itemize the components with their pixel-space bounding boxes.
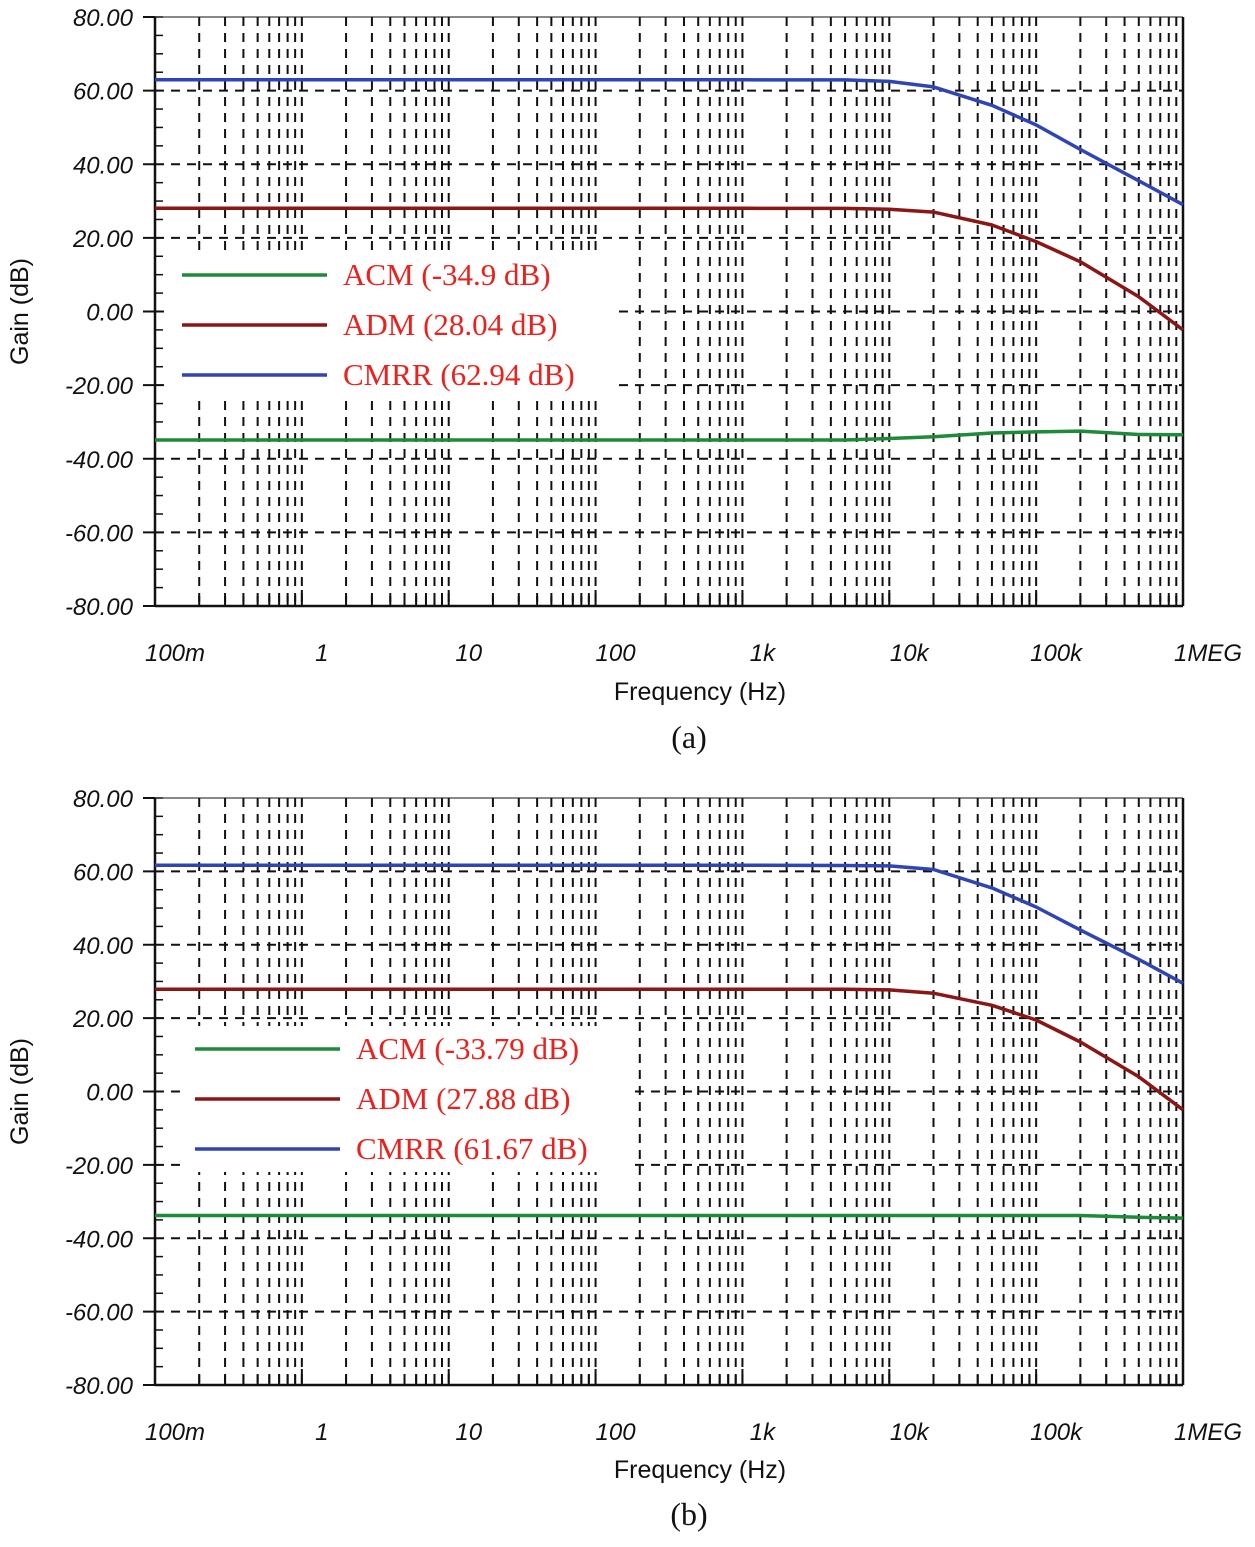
x-tick-label: 1MEG (1174, 1419, 1242, 1446)
legend-label: ADM (27.88 dB) (356, 1081, 570, 1116)
y-axis-label: Gain (dB) (6, 1038, 34, 1145)
x-tick-label: 1 (315, 640, 328, 667)
series-line-adm (155, 987, 1185, 1112)
x-tick-label: 10 (455, 1419, 482, 1446)
y-tick-label: -40.00 (65, 1226, 134, 1253)
legend-label: CMRR (62.94 dB) (343, 357, 575, 392)
y-tick-label: 60.00 (73, 859, 134, 886)
y-tick-label: 40.00 (73, 152, 134, 179)
x-tick-label: 10 (455, 640, 482, 667)
figure-caption: (a) (671, 719, 707, 755)
x-tick-label: 100 (596, 640, 637, 667)
x-tick-label: 100k (1030, 640, 1084, 667)
y-tick-label: -80.00 (65, 594, 134, 621)
chart-b: 80.00 60.00 40.00 20.00 0.00 -20.00 -40.00 -60.… (6, 786, 1242, 1532)
series-line-adm (155, 206, 1185, 332)
y-tick-label: 20.00 (72, 226, 134, 253)
x-tick-label: 10k (890, 1419, 931, 1446)
legend-label: ADM (28.04 dB) (343, 307, 557, 342)
y-tick-label: 80.00 (73, 5, 134, 32)
series-line-cmrr (155, 863, 1184, 985)
series-line-cmrr (155, 78, 1184, 207)
series-line-acm (155, 1213, 1184, 1220)
x-tick-label: 1 (315, 1419, 328, 1446)
x-tick-label: 1k (750, 640, 777, 667)
y-tick-label: -60.00 (65, 520, 134, 547)
y-tick-label: 80.00 (73, 786, 134, 813)
y-tick-label: -40.00 (65, 447, 134, 474)
y-tick-label: -80.00 (65, 1373, 134, 1400)
y-tick-label: 20.00 (72, 1006, 134, 1033)
x-tick-label: 1k (750, 1419, 777, 1446)
legend-label: ACM (-33.79 dB) (356, 1031, 579, 1066)
x-tick-label: 100m (145, 1419, 205, 1446)
y-tick-label: -20.00 (65, 1153, 134, 1180)
x-axis-label: Frequency (Hz) (614, 678, 786, 706)
x-axis-label: Frequency (Hz) (614, 1456, 786, 1484)
legend-label: ACM (-34.9 dB) (343, 257, 551, 292)
y-tick-label: -20.00 (65, 373, 134, 400)
y-tick-label: 60.00 (73, 79, 134, 106)
x-tick-label: 100m (145, 640, 205, 667)
legend-label: CMRR (61.67 dB) (356, 1131, 588, 1166)
y-axis-label: Gain (dB) (6, 258, 34, 365)
y-tick-label: 40.00 (73, 933, 134, 960)
figure-caption: (b) (670, 1496, 707, 1532)
x-tick-label: 100k (1030, 1419, 1084, 1446)
x-tick-label: 100 (596, 1419, 637, 1446)
series-line-acm (155, 429, 1184, 442)
y-tick-label: 0.00 (86, 300, 133, 327)
chart-a: 80.00 60.00 40.00 20.00 0.00 -20.00 -40.00 -60.… (6, 5, 1242, 755)
x-tick-label: 10k (890, 640, 931, 667)
x-tick-label: 1MEG (1174, 640, 1242, 667)
y-tick-label: 0.00 (86, 1080, 133, 1107)
y-tick-label: -60.00 (65, 1300, 134, 1327)
